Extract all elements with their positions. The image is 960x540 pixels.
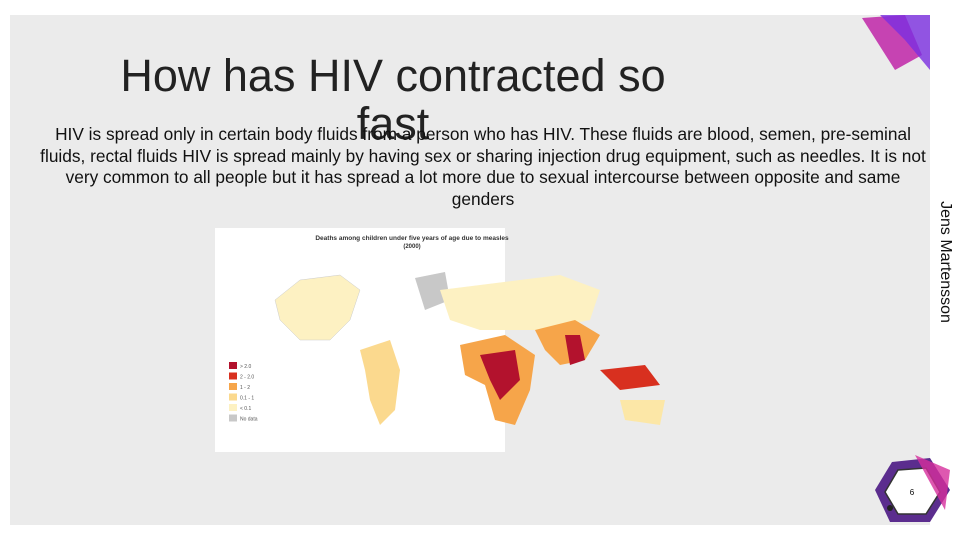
- legend-label: > 2.0: [240, 364, 251, 370]
- legend-swatch: [229, 362, 237, 369]
- legend-label: 2 - 2.0: [240, 375, 254, 381]
- body-text: HIV is spread only in certain body fluid…: [40, 124, 926, 209]
- legend-label: No data: [240, 417, 258, 423]
- legend-swatch: [229, 393, 237, 401]
- legend-swatch: [229, 404, 237, 411]
- legend-label: < 0.1: [240, 406, 251, 412]
- legend-label: 0.1 - 1: [240, 396, 254, 402]
- slide-title: How has HIV contracted so fast: [120, 50, 666, 149]
- page-number: 6: [910, 488, 915, 497]
- map-subtitle: (2000): [403, 244, 420, 250]
- legend-label: 1 - 2: [240, 385, 250, 391]
- legend-swatch: [229, 383, 237, 390]
- author: Jens Martensson: [937, 201, 954, 323]
- legend-swatch: [229, 414, 237, 422]
- legend-swatch: [229, 372, 237, 380]
- map-title: Deaths among children under five years o…: [315, 235, 509, 242]
- map-image: Deaths among children under five years o…: [215, 228, 665, 452]
